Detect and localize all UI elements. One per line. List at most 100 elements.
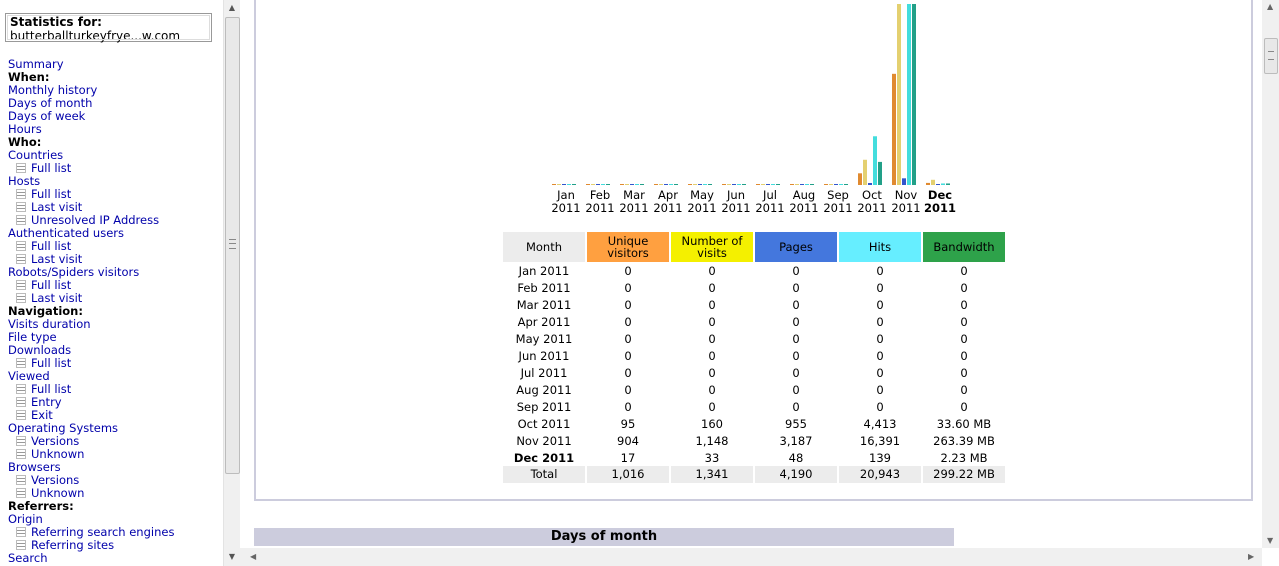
cell-month: Oct 2011	[517, 416, 571, 431]
scrollbar-thumb[interactable]	[1264, 38, 1278, 74]
menu-sublink-exit[interactable]: Exit	[8, 409, 174, 422]
menu-link-browsers[interactable]: Browsers	[8, 460, 61, 474]
scroll-down-arrow-icon[interactable]: ▼	[228, 552, 236, 561]
bar-visits	[761, 184, 765, 185]
month-label-year: 2011	[823, 201, 853, 215]
month-label-year: 2011	[857, 201, 887, 215]
table-row: Sep 2011 0 0 0 0 0	[503, 398, 1005, 415]
menu-sublink-last-visit[interactable]: Last visit	[8, 292, 174, 305]
menu-sublink-label[interactable]: Full list	[31, 239, 72, 253]
menu-sublink-last-visit[interactable]: Last visit	[8, 253, 174, 266]
left-navigation-frame: Statistics for: butterballturkeyfrye...w…	[0, 0, 240, 566]
right-vertical-scrollbar[interactable]: ▲ ▼	[1262, 0, 1279, 548]
menu-sublink-label[interactable]: Full list	[31, 382, 72, 396]
cell-bandwidth: 0	[960, 331, 968, 346]
menu-link-authenticated-users[interactable]: Authenticated users	[8, 226, 125, 240]
scrollbar-thumb[interactable]	[225, 17, 240, 474]
menu-sublink-unresolved-ip-address[interactable]: Unresolved IP Address	[8, 214, 174, 227]
bar-unique	[926, 182, 930, 185]
menu-sublink-full-list[interactable]: Full list	[8, 357, 174, 370]
menu-sublink-label[interactable]: Full list	[31, 187, 72, 201]
menu-sublink-full-list[interactable]: Full list	[8, 240, 174, 253]
menu-sublink-label[interactable]: Last visit	[31, 291, 83, 305]
menu-link-robots-spiders-visitors[interactable]: Robots/Spiders visitors	[8, 265, 140, 279]
menu-link-search[interactable]: Search	[8, 551, 48, 565]
menu-sublink-label[interactable]: Unknown	[31, 447, 85, 461]
menu-link-monthly-history[interactable]: Monthly history	[8, 83, 98, 97]
menu-sublink-full-list[interactable]: Full list	[8, 383, 174, 396]
menu-sublink-label[interactable]: Unresolved IP Address	[31, 213, 160, 227]
menu-section-referrers: Referrers:	[8, 499, 74, 513]
menu-sublink-versions[interactable]: Versions	[8, 435, 174, 448]
menu-sublink-referring-search-engines[interactable]: Referring search engines	[8, 526, 174, 539]
scroll-down-arrow-icon[interactable]: ▼	[1267, 536, 1274, 545]
menu-sublink-label[interactable]: Versions	[31, 473, 80, 487]
cell-bandwidth: 0	[960, 399, 968, 414]
menu-sublink-label[interactable]: Versions	[31, 434, 80, 448]
menu-sublink-label[interactable]: Full list	[31, 356, 72, 370]
menu-sublink-entry[interactable]: Entry	[8, 396, 174, 409]
menu-sublink-label[interactable]: Entry	[31, 395, 62, 409]
menu-sublink-label[interactable]: Unknown	[31, 486, 85, 500]
cell-hits: 139	[869, 450, 891, 465]
menu-sublink-full-list[interactable]: Full list	[8, 162, 174, 175]
cell-month: Apr 2011	[517, 314, 571, 329]
menu-sublink-last-visit[interactable]: Last visit	[8, 201, 174, 214]
menu-sublink-full-list[interactable]: Full list	[8, 279, 174, 292]
left-scrollbar[interactable]: ▲ ▼	[223, 0, 240, 566]
menu-link-operating-systems[interactable]: Operating Systems	[8, 421, 119, 435]
right-horizontal-scrollbar[interactable]: ◀ ▶	[240, 548, 1262, 566]
scroll-right-arrow-icon[interactable]: ▶	[1248, 552, 1255, 561]
list-icon	[16, 436, 26, 446]
menu-sublink-label[interactable]: Referring search engines	[31, 525, 175, 539]
menu-sublink-label[interactable]: Last visit	[31, 200, 83, 214]
menu-link-origin[interactable]: Origin	[8, 512, 43, 526]
cell-pages: 0	[792, 382, 800, 397]
menu-link-summary[interactable]: Summary	[8, 57, 64, 71]
cell-visits: 1,148	[695, 433, 729, 448]
scroll-up-arrow-icon[interactable]: ▲	[228, 3, 236, 12]
grip-icon	[229, 239, 236, 249]
cell-pages: 0	[792, 399, 800, 414]
month-label-month: Oct	[862, 188, 882, 202]
month-label-month: Aug	[792, 188, 816, 202]
month-label-year: 2011	[551, 201, 581, 215]
days-of-month-header: Days of month	[254, 528, 954, 546]
menu-sublink-unknown[interactable]: Unknown	[8, 487, 174, 500]
menu-link-viewed[interactable]: Viewed	[8, 369, 50, 383]
header-hits: Hits	[839, 232, 921, 262]
menu-link-hours[interactable]: Hours	[8, 122, 42, 136]
cell-month: Nov 2011	[516, 433, 572, 448]
menu-sublink-label[interactable]: Exit	[31, 408, 53, 422]
menu-sublink-label[interactable]: Full list	[31, 161, 72, 175]
bar-unique	[858, 173, 862, 185]
menu-link-days-of-month[interactable]: Days of month	[8, 96, 93, 110]
scroll-up-arrow-icon[interactable]: ▲	[1267, 2, 1274, 11]
cell-month: Mar 2011	[516, 297, 572, 312]
menu-sublink-versions[interactable]: Versions	[8, 474, 174, 487]
menu-link-hosts[interactable]: Hosts	[8, 174, 41, 188]
menu-section-when: When:	[8, 70, 50, 84]
bar-pages	[800, 184, 804, 185]
menu-link-downloads[interactable]: Downloads	[8, 343, 72, 357]
menu-sublink-full-list[interactable]: Full list	[8, 188, 174, 201]
menu-sublink-label[interactable]: Full list	[31, 278, 72, 292]
menu-link-visits-duration[interactable]: Visits duration	[8, 317, 91, 331]
menu-sublink-label[interactable]: Last visit	[31, 252, 83, 266]
menu-link-file-type[interactable]: File type	[8, 330, 57, 344]
bar-pages	[868, 182, 872, 185]
month-label: May 2011	[685, 189, 719, 215]
bar-bandwidth	[878, 161, 882, 185]
menu-sublink-label[interactable]: Referring sites	[31, 538, 115, 552]
bar-visits	[727, 184, 731, 185]
month-label-month: Jun	[727, 188, 745, 202]
month-label-year: 2011	[755, 201, 785, 215]
menu-link-countries[interactable]: Countries	[8, 148, 64, 162]
bar-unique	[552, 184, 556, 185]
scroll-left-arrow-icon[interactable]: ◀	[250, 552, 257, 561]
bar-hits	[839, 184, 843, 185]
table-row: Nov 2011 904 1,148 3,187 16,391 263.39 MB	[503, 432, 1005, 449]
menu-sublink-referring-sites[interactable]: Referring sites	[8, 539, 174, 552]
menu-link-days-of-week[interactable]: Days of week	[8, 109, 86, 123]
menu-sublink-unknown[interactable]: Unknown	[8, 448, 174, 461]
